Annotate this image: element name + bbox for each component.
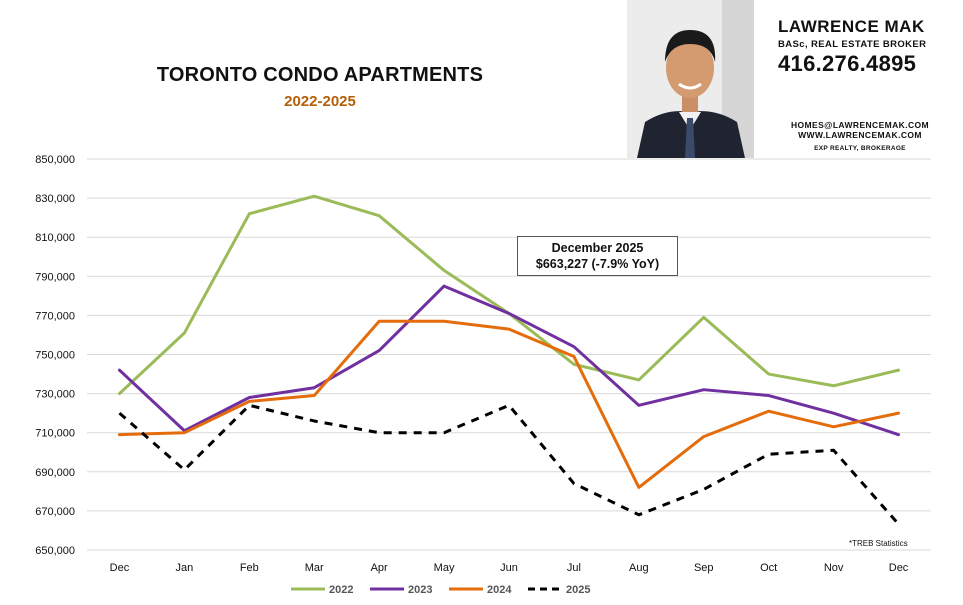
x-tick-label: Sep (694, 562, 714, 574)
x-tick-label: Mar (305, 562, 324, 574)
x-tick-label: Feb (240, 562, 259, 574)
source-note: *TREB Statistics (849, 539, 908, 548)
y-tick-label: 650,000 (35, 545, 75, 557)
agent-title: BASc, REAL ESTATE BROKER (778, 39, 927, 50)
y-tick-label: 730,000 (35, 389, 75, 401)
legend-label-2022: 2022 (329, 584, 353, 596)
agent-phone[interactable]: 416.276.4895 (778, 51, 917, 76)
y-tick-label: 830,000 (35, 193, 75, 205)
x-tick-label: Oct (760, 562, 777, 574)
chart-title: TORONTO CONDO APARTMENTS (156, 64, 484, 86)
agent-brokerage: EXP REALTY, BROKERAGE (814, 145, 906, 152)
x-tick-label: Nov (824, 562, 844, 574)
agent-photo (627, 0, 754, 158)
x-tick-label: Apr (371, 562, 388, 574)
x-tick-label: Aug (629, 562, 649, 574)
legend-label-2024: 2024 (487, 584, 512, 596)
december-callout: December 2025 $663,227 (-7.9% YoY) (517, 236, 678, 276)
agent-website[interactable]: WWW.LAWRENCEMAK.COM (798, 130, 922, 140)
y-tick-label: 710,000 (35, 428, 75, 440)
y-tick-label: 850,000 (35, 154, 75, 166)
series-line-2023 (117, 284, 901, 437)
legend-label-2025: 2025 (566, 584, 590, 596)
agent-name: LAWRENCE MAK (778, 17, 925, 36)
y-tick-label: 770,000 (35, 310, 75, 322)
callout-value: $663,227 (-7.9% YoY) (535, 257, 660, 271)
x-tick-label: Jun (500, 562, 518, 574)
series-line-2022 (117, 194, 901, 396)
y-tick-label: 670,000 (35, 506, 75, 518)
x-tick-label: May (434, 562, 455, 574)
callout-title: December 2025 (551, 241, 644, 255)
agent-portrait-icon (627, 0, 754, 158)
x-tick-label: Dec (110, 562, 130, 574)
y-tick-label: 690,000 (35, 467, 75, 479)
x-tick-label: Jul (567, 562, 581, 574)
series-line-2025 (118, 403, 900, 526)
chart-subtitle: 2022-2025 (284, 93, 356, 110)
y-tick-label: 810,000 (35, 232, 75, 244)
y-tick-label: 790,000 (35, 271, 75, 283)
legend-label-2023: 2023 (408, 584, 432, 596)
x-tick-label: Jan (176, 562, 194, 574)
y-tick-label: 750,000 (35, 350, 75, 362)
agent-email[interactable]: HOMES@LAWRENCEMAK.COM (790, 120, 930, 130)
x-tick-label: Dec (889, 562, 909, 574)
